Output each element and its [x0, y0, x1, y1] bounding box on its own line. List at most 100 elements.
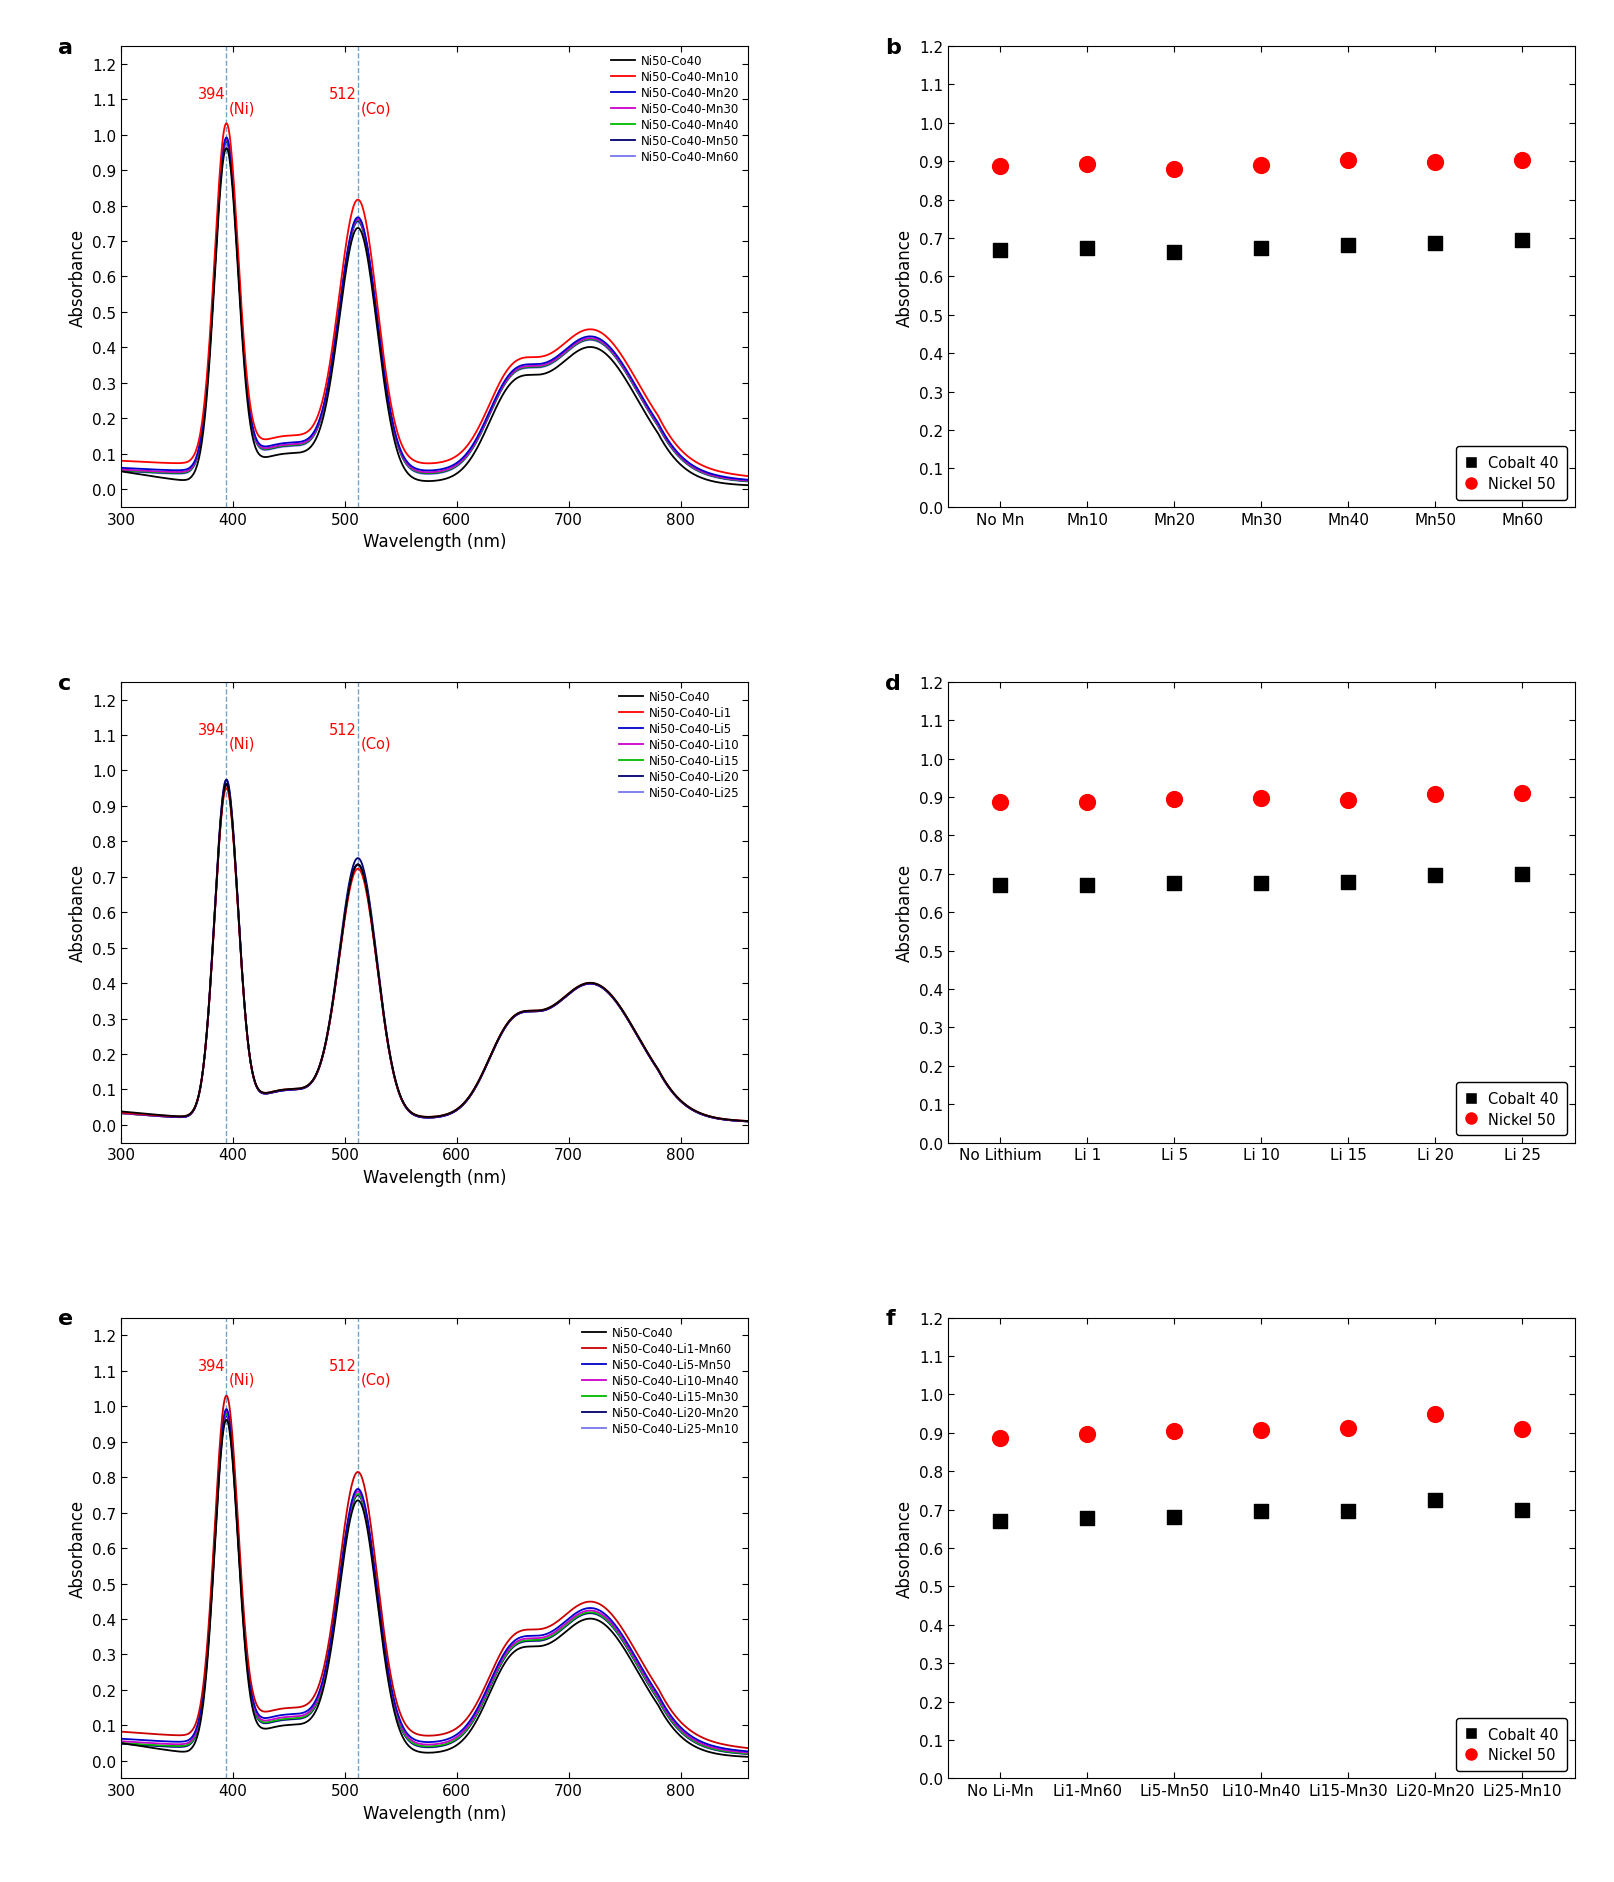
Ni50-Co40-Li20-Mn20: [216, 1404, 236, 1427]
Ni50-Co40-Mn50: [492, 378, 512, 401]
Point: [1160, 1502, 1186, 1532]
Ni50-Co40-Mn20: [492, 375, 512, 397]
Line: Ni50-Co40-Li25: Ni50-Co40-Li25: [121, 781, 747, 1122]
Ni50-Co40-Mn40: [587, 329, 607, 352]
Point: [1160, 869, 1186, 900]
Point: [1073, 869, 1099, 900]
Ni50-Co40-Mn40: [652, 422, 671, 444]
Ni50-Co40: [652, 1065, 671, 1088]
Ni50-Co40-Li25-Mn10: [512, 1632, 531, 1654]
Text: (Ni): (Ni): [229, 736, 255, 751]
Ni50-Co40-Li15: [492, 1022, 512, 1045]
Ni50-Co40-Mn60: [587, 331, 607, 354]
Ni50-Co40-Li15: [150, 1105, 169, 1127]
Ni50-Co40-Li10: [150, 1105, 169, 1127]
Ni50-Co40: [216, 774, 236, 796]
Ni50-Co40-Mn10: [150, 452, 169, 474]
Ni50-Co40-Mn40: [492, 376, 512, 399]
Text: d: d: [884, 674, 901, 693]
Ni50-Co40-Li10-Mn40: [587, 1600, 607, 1622]
Ni50-Co40-Li25: [111, 1103, 131, 1125]
Ni50-Co40-Li1: [216, 777, 236, 800]
Line: Ni50-Co40-Mn20: Ni50-Co40-Mn20: [121, 139, 747, 480]
Ni50-Co40-Li5-Mn50: [738, 1741, 757, 1763]
Ni50-Co40-Mn60: [150, 463, 169, 486]
Text: (Co): (Co): [360, 102, 391, 117]
Ni50-Co40-Li1: [738, 1110, 757, 1133]
Ni50-Co40-Mn40: [512, 358, 531, 380]
Ni50-Co40: [512, 1637, 531, 1660]
Ni50-Co40-Li15-Mn30: [492, 1651, 512, 1673]
Ni50-Co40-Mn30: [111, 459, 131, 482]
Line: Ni50-Co40-Mn30: Ni50-Co40-Mn30: [121, 139, 747, 482]
Point: [1509, 860, 1535, 890]
Text: (Ni): (Ni): [229, 102, 255, 117]
Point: [1422, 228, 1448, 258]
Line: Ni50-Co40-Mn40: Ni50-Co40-Mn40: [121, 141, 747, 482]
Ni50-Co40-Li5: [111, 1101, 131, 1124]
Point: [1248, 1415, 1273, 1445]
Point: [1509, 226, 1535, 256]
Point: [1335, 147, 1361, 177]
Line: Ni50-Co40-Li15-Mn30: Ni50-Co40-Li15-Mn30: [121, 1413, 747, 1754]
Ni50-Co40-Mn20: [652, 418, 671, 440]
Line: Ni50-Co40-Mn60: Ni50-Co40-Mn60: [121, 143, 747, 482]
Ni50-Co40-Li15: [652, 1065, 671, 1088]
Point: [1160, 785, 1186, 815]
Ni50-Co40-Li25-Mn10: [738, 1743, 757, 1765]
Ni50-Co40-Li5-Mn50: [512, 1626, 531, 1649]
Legend: Cobalt 40, Nickel 50: Cobalt 40, Nickel 50: [1456, 446, 1566, 501]
Ni50-Co40: [492, 386, 512, 408]
Ni50-Co40-Mn10: [587, 320, 607, 343]
Ni50-Co40-Mn50: [111, 459, 131, 482]
Ni50-Co40-Li20: [512, 1001, 531, 1024]
Ni50-Co40-Li15-Mn30: [216, 1402, 236, 1425]
Ni50-Co40-Li5-Mn50: [587, 1598, 607, 1620]
Ni50-Co40-Li10-Mn40: [476, 1683, 495, 1705]
Ni50-Co40-Li20: [738, 1110, 757, 1133]
Text: (Ni): (Ni): [229, 1372, 255, 1387]
Ni50-Co40-Mn20: [512, 356, 531, 378]
Ni50-Co40-Li10-Mn40: [150, 1731, 169, 1754]
Ni50-Co40-Mn10: [476, 403, 495, 425]
Text: a: a: [58, 38, 73, 58]
Ni50-Co40-Mn50: [738, 470, 757, 493]
Ni50-Co40-Li10: [587, 975, 607, 997]
Ni50-Co40-Mn50: [587, 329, 607, 352]
Ni50-Co40-Li10: [111, 1103, 131, 1125]
Ni50-Co40-Li20: [652, 1065, 671, 1088]
Ni50-Co40: [111, 461, 131, 484]
Text: 512: 512: [329, 87, 357, 102]
Ni50-Co40-Li25: [216, 770, 236, 792]
Line: Ni50-Co40-Li15: Ni50-Co40-Li15: [121, 785, 747, 1122]
Ni50-Co40-Li5: [476, 1056, 495, 1078]
Ni50-Co40-Li5: [216, 774, 236, 796]
Ni50-Co40-Li1: [476, 1056, 495, 1078]
Ni50-Co40: [111, 1101, 131, 1124]
Ni50-Co40-Li10: [512, 1001, 531, 1024]
Point: [1335, 785, 1361, 815]
Ni50-Co40-Li1-Mn60: [492, 1639, 512, 1662]
Ni50-Co40-Li20: [216, 770, 236, 792]
Text: 394: 394: [197, 1359, 224, 1372]
Point: [1422, 1485, 1448, 1515]
Point: [1335, 1413, 1361, 1443]
Point: [1509, 779, 1535, 809]
Line: Ni50-Co40: Ni50-Co40: [121, 149, 747, 486]
Ni50-Co40-Li20-Mn20: [738, 1743, 757, 1765]
Ni50-Co40-Li1-Mn60: [738, 1737, 757, 1760]
Ni50-Co40-Li15-Mn30: [587, 1602, 607, 1624]
Ni50-Co40-Li5-Mn50: [476, 1681, 495, 1703]
Ni50-Co40-Li20-Mn20: [476, 1684, 495, 1707]
Point: [1073, 787, 1099, 817]
Ni50-Co40-Li20: [150, 1105, 169, 1127]
Point: [1248, 151, 1273, 181]
Point: [1422, 860, 1448, 890]
Ni50-Co40-Li1-Mn60: [476, 1673, 495, 1696]
Legend: Cobalt 40, Nickel 50: Cobalt 40, Nickel 50: [1456, 1082, 1566, 1135]
Ni50-Co40-Li1-Mn60: [652, 1683, 671, 1705]
Ni50-Co40: [587, 339, 607, 361]
Legend: Ni50-Co40, Ni50-Co40-Li1-Mn60, Ni50-Co40-Li5-Mn50, Ni50-Co40-Li10-Mn40, Ni50-Co4: Ni50-Co40, Ni50-Co40-Li1-Mn60, Ni50-Co40…: [579, 1323, 741, 1438]
Ni50-Co40-Li1-Mn60: [111, 1720, 131, 1743]
Ni50-Co40-Li15: [587, 975, 607, 997]
